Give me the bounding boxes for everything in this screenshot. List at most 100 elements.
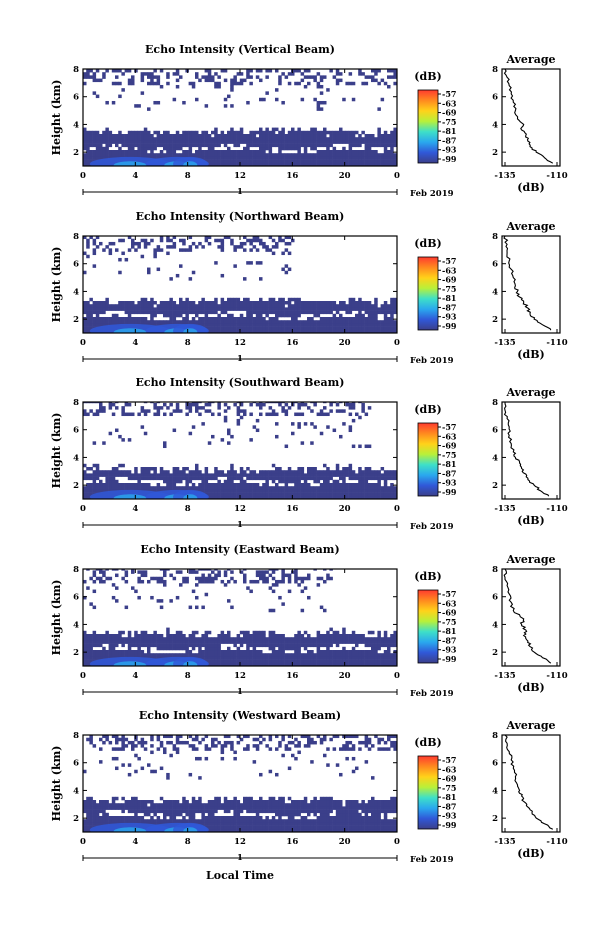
colorbar-label: -75: [442, 284, 456, 294]
echo-core-inner-2: [183, 494, 198, 499]
echo-core-inner-0: [113, 494, 147, 499]
echo-core-inner-2: [183, 328, 198, 333]
y-tick-label: 8: [73, 65, 79, 75]
colorbar-label: -93: [442, 811, 457, 821]
colorbar: [417, 89, 439, 164]
profile-frame: [501, 568, 561, 667]
panel-title: Echo Intensity (Southward Beam): [136, 376, 345, 389]
profile-x-tick-label: -110: [546, 671, 567, 681]
month-label: Feb 2019: [410, 356, 454, 366]
colorbar-label: -99: [442, 154, 457, 164]
y-tick-label: 6: [73, 593, 79, 603]
average-profile: Average 2 4 6 8 -135 -110(dB): [492, 719, 568, 860]
y-tick-label: 2: [73, 648, 79, 658]
x-tick-label: 20: [339, 171, 351, 181]
x-tick-label: 16: [286, 171, 298, 181]
panel-title: Echo Intensity (Westward Beam): [139, 709, 341, 722]
x-tick-label: 0: [394, 837, 400, 847]
day-marker: 1: [237, 853, 243, 863]
x-tick-label: 20: [339, 671, 351, 681]
profile-title: Average: [505, 386, 555, 399]
profile-line: [503, 401, 550, 497]
profile-y-tick-label: 4: [492, 120, 498, 130]
x-tick-label: 0: [80, 171, 86, 181]
profile-y-tick-label: 8: [492, 398, 498, 408]
colorbar-label: -63: [442, 265, 457, 275]
colorbar: [417, 589, 439, 664]
colorbar-label: -81: [442, 792, 456, 802]
y-tick-label: 6: [73, 759, 79, 769]
panel-0: Echo Intensity (Vertical Beam) 2 4 6 8 Height…: [50, 43, 568, 199]
colorbar-label: -87: [442, 801, 456, 811]
colorbar-label: -87: [442, 635, 456, 645]
colorbar: [417, 256, 439, 331]
profile-x-tick-label: -110: [546, 504, 567, 514]
panel-title: Echo Intensity (Eastward Beam): [140, 543, 339, 556]
profile-x-tick-label: -135: [494, 837, 515, 847]
day-marker: 1: [237, 187, 243, 197]
profile-title: Average: [505, 553, 555, 566]
colorbar-unit: (dB): [414, 403, 441, 416]
y-tick-label: 4: [73, 120, 79, 130]
profile-title: Average: [505, 220, 555, 233]
colorbar-unit: (dB): [414, 237, 441, 250]
profile-y-tick-label: 8: [492, 232, 498, 242]
x-tick-label: 4: [132, 171, 138, 181]
day-marker: 1: [237, 520, 243, 530]
profile-y-tick-label: 2: [492, 148, 498, 158]
colorbar-label: -99: [442, 487, 457, 497]
profile-y-tick-label: 8: [492, 565, 498, 575]
profile-line: [504, 734, 554, 830]
y-axis-label: Height (km): [50, 746, 63, 822]
colorbar-label: -87: [442, 468, 456, 478]
profile-title: Average: [505, 719, 555, 732]
panel-3: Echo Intensity (Eastward Beam) 2 4 6 8 Height…: [50, 543, 568, 699]
x-tick-label: 16: [286, 671, 298, 681]
profile-x-tick-label: -135: [494, 338, 515, 348]
y-axis-label: Height (km): [50, 413, 63, 489]
y-tick-label: 2: [73, 148, 79, 158]
profile-y-tick-label: 8: [492, 65, 498, 75]
profile-y-tick-label: 2: [492, 814, 498, 824]
month-label: Feb 2019: [410, 189, 454, 199]
profile-y-tick-label: 4: [492, 453, 498, 463]
colorbar-label: -93: [442, 645, 457, 655]
colorbar-label: -63: [442, 764, 457, 774]
profile-x-tick-label: -135: [494, 171, 515, 181]
profile-frame: [501, 401, 561, 500]
heatmap: [83, 236, 397, 333]
y-tick-label: 4: [73, 287, 79, 297]
x-tick-label: 16: [286, 504, 298, 514]
panel-2: Echo Intensity (Southward Beam) 2 4 6 8 Heigh…: [50, 376, 568, 532]
x-tick-label: 0: [80, 338, 86, 348]
average-profile: Average 2 4 6 8 -135 -110(dB): [492, 386, 568, 527]
y-tick-label: 2: [73, 814, 79, 824]
y-tick-label: 8: [73, 398, 79, 408]
heatmap: [83, 735, 397, 832]
colorbar-label: -69: [442, 441, 457, 451]
profile-y-tick-label: 6: [492, 260, 498, 270]
y-tick-label: 4: [73, 453, 79, 463]
y-tick-label: 2: [73, 315, 79, 325]
x-tick-label: 16: [286, 837, 298, 847]
colorbar-label: -63: [442, 598, 457, 608]
echo-core-inner-0: [113, 827, 147, 832]
profile-y-tick-label: 6: [492, 593, 498, 603]
profile-y-tick-label: 2: [492, 648, 498, 658]
x-tick-label: 4: [132, 671, 138, 681]
x-tick-label: 12: [234, 338, 246, 348]
x-tick-label: 20: [339, 338, 351, 348]
echo-core-inner-0: [113, 328, 147, 333]
echo-core-inner-0: [113, 661, 147, 666]
echo-core-inner-0: [113, 161, 147, 166]
x-tick-label: 0: [80, 671, 86, 681]
average-profile: Average 2 4 6 8 -135 -110(dB): [492, 53, 568, 194]
profile-y-tick-label: 6: [492, 93, 498, 103]
colorbar-label: -57: [442, 422, 456, 432]
profile-x-label: (dB): [517, 681, 544, 694]
x-tick-label: 8: [185, 671, 191, 681]
colorbar-label: -69: [442, 275, 457, 285]
colorbar-label: -81: [442, 459, 456, 469]
colorbar-label: -87: [442, 135, 456, 145]
y-tick-label: 8: [73, 565, 79, 575]
